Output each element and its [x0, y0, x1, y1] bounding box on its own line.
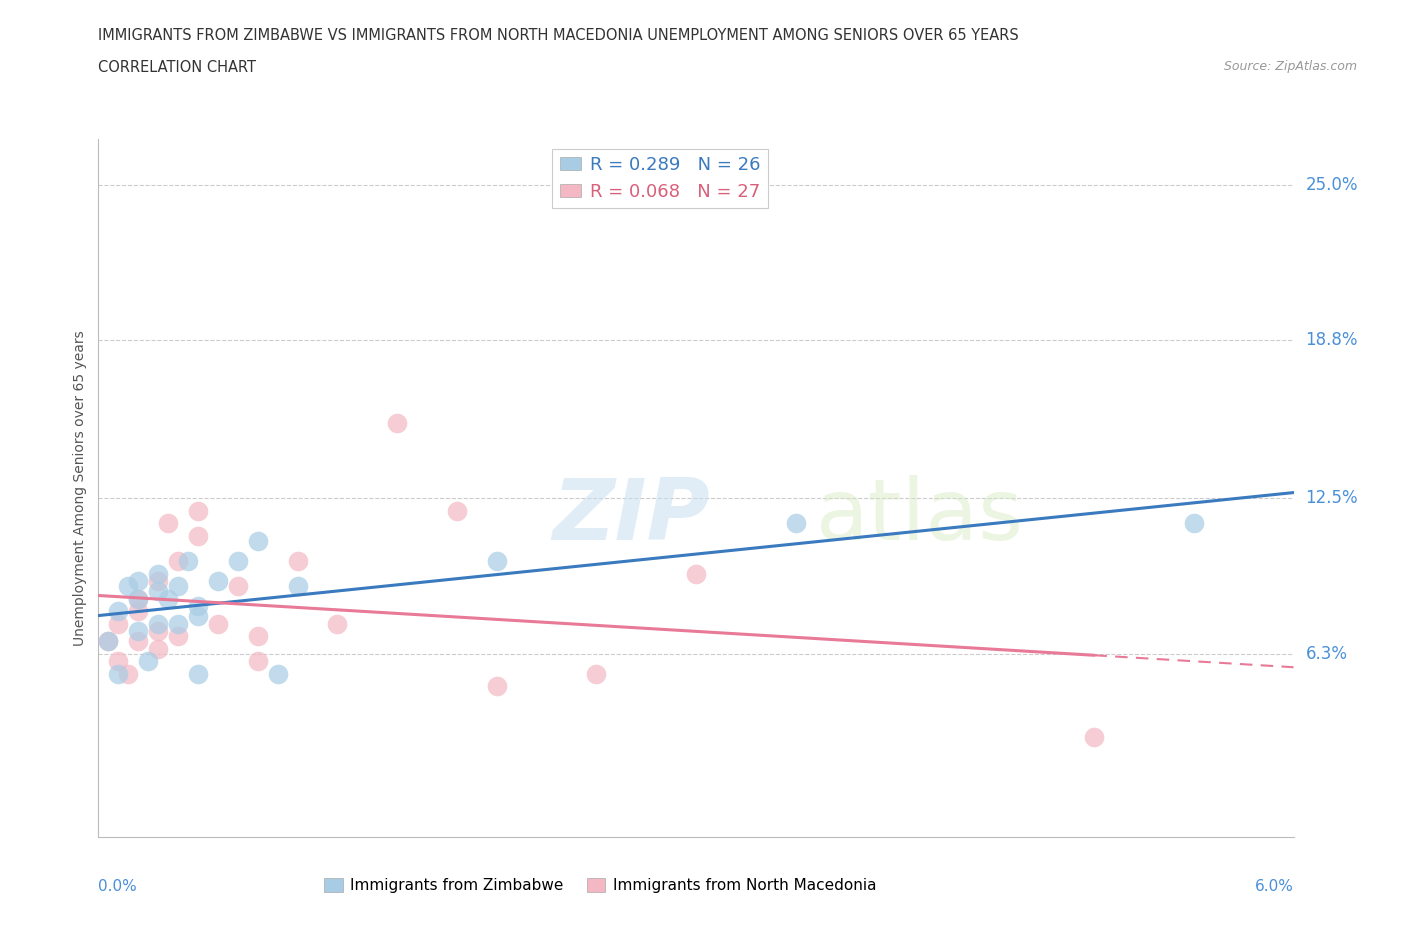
- Point: [148, 574, 170, 589]
- Point: [148, 617, 170, 631]
- Point: [136, 654, 159, 669]
- Point: [246, 654, 269, 669]
- Point: [127, 591, 149, 606]
- Point: [127, 574, 149, 589]
- Point: [127, 634, 149, 649]
- Point: [187, 609, 209, 624]
- Point: [107, 617, 129, 631]
- Point: [485, 553, 508, 568]
- Text: 6.0%: 6.0%: [1254, 879, 1294, 894]
- Point: [485, 679, 508, 694]
- Point: [187, 667, 209, 682]
- Point: [187, 503, 209, 518]
- Point: [287, 578, 309, 593]
- Point: [148, 642, 170, 657]
- Point: [127, 604, 149, 618]
- Point: [167, 617, 190, 631]
- Point: [226, 578, 249, 593]
- Point: [117, 667, 139, 682]
- Point: [785, 516, 807, 531]
- Point: [148, 624, 170, 639]
- Text: 12.5%: 12.5%: [1305, 489, 1358, 507]
- Text: CORRELATION CHART: CORRELATION CHART: [98, 60, 256, 75]
- Point: [685, 566, 707, 581]
- Point: [97, 634, 120, 649]
- Point: [207, 617, 229, 631]
- Point: [187, 599, 209, 614]
- Point: [187, 528, 209, 543]
- Point: [446, 503, 468, 518]
- Point: [226, 553, 249, 568]
- Text: ZIP: ZIP: [553, 474, 710, 558]
- Point: [167, 553, 190, 568]
- Point: [127, 624, 149, 639]
- Text: 25.0%: 25.0%: [1305, 176, 1358, 193]
- Legend: R = 0.289   N = 26, R = 0.068   N = 27: R = 0.289 N = 26, R = 0.068 N = 27: [553, 149, 768, 208]
- Point: [287, 553, 309, 568]
- Point: [1182, 516, 1205, 531]
- Y-axis label: Unemployment Among Seniors over 65 years: Unemployment Among Seniors over 65 years: [73, 330, 87, 646]
- Point: [585, 667, 607, 682]
- Text: 6.3%: 6.3%: [1305, 644, 1347, 663]
- Point: [246, 534, 269, 549]
- Text: atlas: atlas: [815, 474, 1024, 558]
- Point: [207, 574, 229, 589]
- Point: [246, 629, 269, 644]
- Point: [157, 516, 180, 531]
- Point: [167, 578, 190, 593]
- Point: [107, 654, 129, 669]
- Point: [1083, 729, 1105, 744]
- Text: 18.8%: 18.8%: [1305, 331, 1358, 350]
- Point: [157, 591, 180, 606]
- Point: [177, 553, 200, 568]
- Text: IMMIGRANTS FROM ZIMBABWE VS IMMIGRANTS FROM NORTH MACEDONIA UNEMPLOYMENT AMONG S: IMMIGRANTS FROM ZIMBABWE VS IMMIGRANTS F…: [98, 28, 1019, 43]
- Point: [385, 416, 409, 431]
- Point: [107, 667, 129, 682]
- Point: [167, 629, 190, 644]
- Text: 0.0%: 0.0%: [98, 879, 138, 894]
- Point: [127, 591, 149, 606]
- Point: [117, 578, 139, 593]
- Point: [148, 566, 170, 581]
- Point: [148, 584, 170, 599]
- Point: [107, 604, 129, 618]
- Point: [267, 667, 290, 682]
- Point: [326, 617, 349, 631]
- Text: Source: ZipAtlas.com: Source: ZipAtlas.com: [1223, 60, 1357, 73]
- Point: [97, 634, 120, 649]
